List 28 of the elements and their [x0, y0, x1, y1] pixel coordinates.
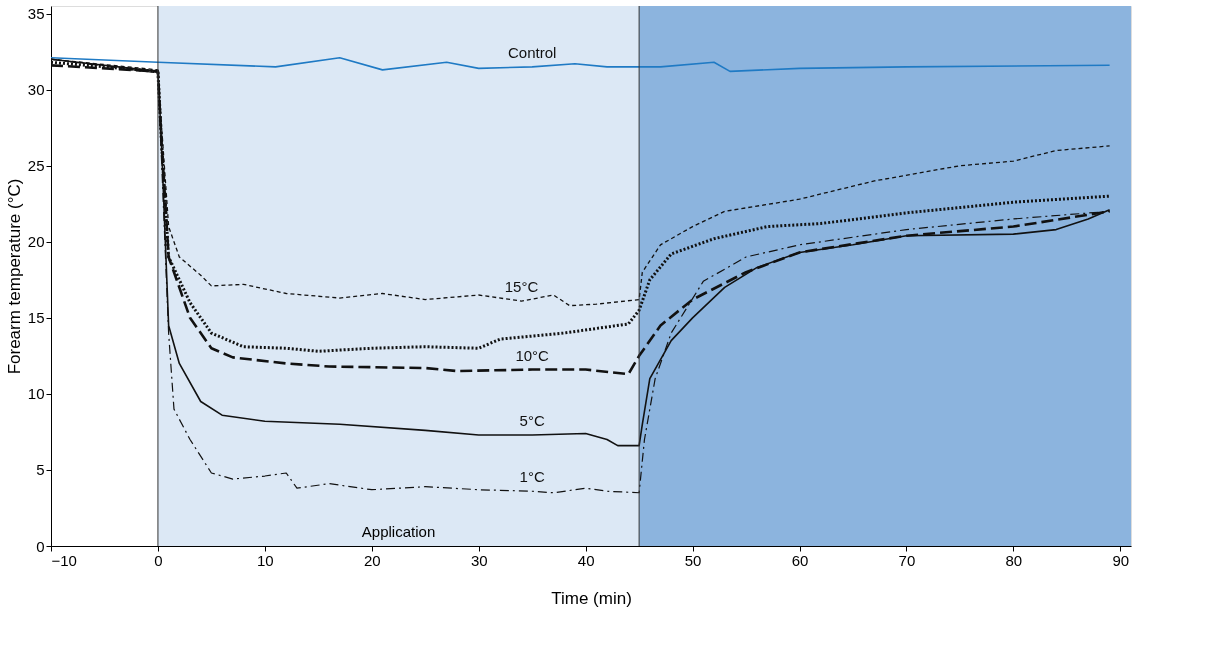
series-label: 1°C [519, 468, 545, 486]
x-tick-label: 60 [791, 551, 809, 569]
x-tick-label: −10 [51, 551, 77, 569]
x-tick-label: 70 [898, 551, 916, 569]
y-tick-label: 20 [27, 233, 45, 251]
y-tick-label: 0 [36, 537, 45, 555]
y-tick-label: 25 [27, 157, 45, 175]
y-axis-title: Forearm temperature (°C) [4, 178, 24, 375]
x-tick-label: 30 [470, 551, 488, 569]
x-tick-label: 20 [363, 551, 381, 569]
y-tick-label: 15 [27, 309, 45, 327]
y-tick-label: 5 [36, 461, 45, 479]
series-label: Control [508, 43, 557, 61]
x-tick-label: 10 [257, 551, 274, 569]
y-tick-label: 10 [27, 385, 45, 403]
band-label: Application [361, 523, 436, 540]
x-tick-label: 90 [1112, 551, 1130, 569]
line-series [51, 56, 1111, 73]
y-tick-label: 35 [27, 5, 45, 23]
series-label: 15°C [504, 278, 539, 296]
x-tick-label: 0 [154, 551, 163, 569]
x-tick-label: 50 [684, 551, 702, 569]
series-label: 10°C [515, 346, 550, 364]
x-tick-label: 80 [1005, 551, 1023, 569]
x-axis-title: Time (min) [551, 588, 632, 608]
x-tick-label: 40 [577, 551, 595, 569]
y-tick-label: 30 [27, 81, 45, 99]
series-label: 5°C [519, 411, 545, 429]
